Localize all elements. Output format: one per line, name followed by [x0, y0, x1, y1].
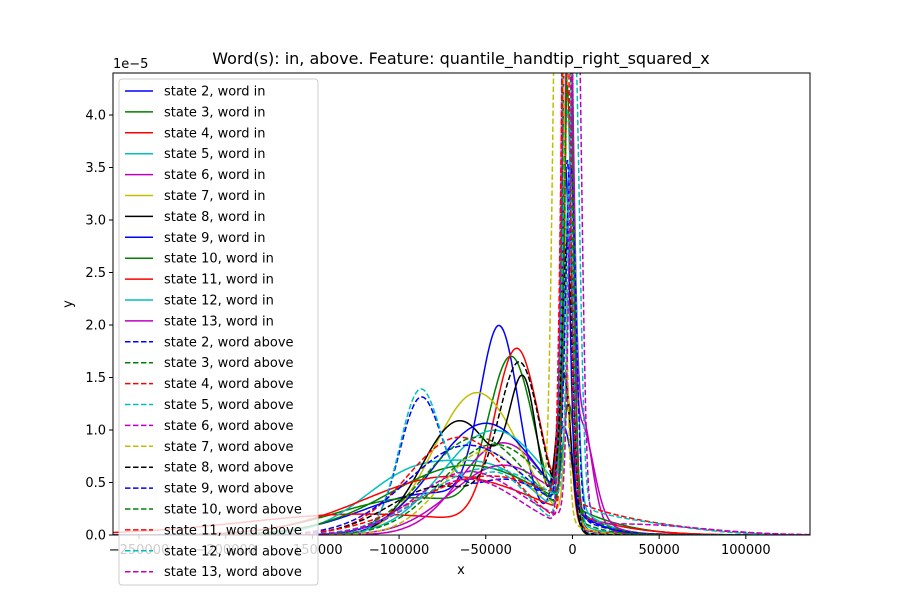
legend-entry-13: state 2, word above	[164, 335, 294, 350]
series-line-6	[113, 270, 810, 535]
x-tick-label: 0	[568, 543, 576, 558]
legend-entry-16: state 5, word above	[164, 398, 294, 413]
y-tick-label: 0.5	[85, 476, 106, 491]
legend-entry-12: state 13, word in	[164, 314, 274, 329]
legend-entry-17: state 6, word above	[164, 419, 294, 434]
series-line-7	[113, 371, 810, 535]
x-tick-label: 50000	[638, 543, 679, 558]
y-tick-label: 2.0	[85, 319, 106, 334]
y-axis-label: y	[61, 300, 76, 308]
y-tick-label: 2.5	[85, 266, 106, 281]
legend-entry-8: state 9, word in	[164, 231, 266, 246]
legend-entry-22: state 11, word above	[164, 523, 302, 538]
legend-entry-3: state 4, word in	[164, 126, 266, 141]
y-axis: 0.0 0.5 1.0 1.5 2.0 2.5 3.0 3.5 4.0	[85, 109, 113, 544]
legend-entry-1: state 2, word in	[164, 85, 266, 100]
legend-entry-14: state 3, word above	[164, 356, 294, 371]
legend-box	[118, 78, 319, 586]
legend-entry-19: state 8, word above	[164, 461, 294, 476]
legend: state 2, word in state 3, word in state 4,…	[118, 78, 319, 586]
x-axis-label: x	[457, 563, 465, 578]
legend-entry-18: state 7, word above	[164, 440, 294, 455]
legend-entry-23: state 12, word above	[164, 544, 302, 559]
legend-entry-11: state 12, word in	[164, 294, 274, 309]
legend-entry-6: state 7, word in	[164, 189, 266, 204]
legend-entry-5: state 6, word in	[164, 168, 266, 183]
series-line-23	[113, 73, 810, 535]
y-tick-label: 1.5	[85, 371, 106, 386]
series-line-17	[113, 73, 810, 535]
y-offset-text: 1e−5	[113, 57, 148, 72]
x-tick-label: −50000	[460, 543, 512, 558]
y-tick-label: 3.0	[85, 214, 106, 229]
legend-entry-15: state 4, word above	[164, 377, 294, 392]
series-line-8	[113, 168, 810, 535]
legend-entry-9: state 10, word in	[164, 252, 274, 267]
series-line-24	[113, 73, 810, 535]
x-tick-label: 100000	[721, 543, 771, 558]
legend-entry-4: state 5, word in	[164, 147, 266, 162]
series-line-16	[113, 109, 810, 535]
y-tick-label: 1.0	[85, 424, 106, 439]
legend-entry-7: state 8, word in	[164, 210, 266, 225]
legend-entry-20: state 9, word above	[164, 482, 294, 497]
plot-frame	[112, 72, 811, 536]
legend-entry-21: state 10, word above	[164, 503, 302, 518]
legend-entry-2: state 3, word in	[164, 105, 266, 120]
y-tick-label: 4.0	[85, 109, 106, 124]
legend-entry-10: state 11, word in	[164, 273, 274, 288]
y-tick-label: 3.5	[85, 161, 106, 176]
chart-title: Word(s): in, above. Feature: quantile_ha…	[212, 49, 709, 69]
legend-entry-24: state 13, word above	[164, 565, 302, 580]
y-tick-label: 0.0	[85, 529, 106, 544]
x-tick-label: −100000	[369, 543, 430, 558]
